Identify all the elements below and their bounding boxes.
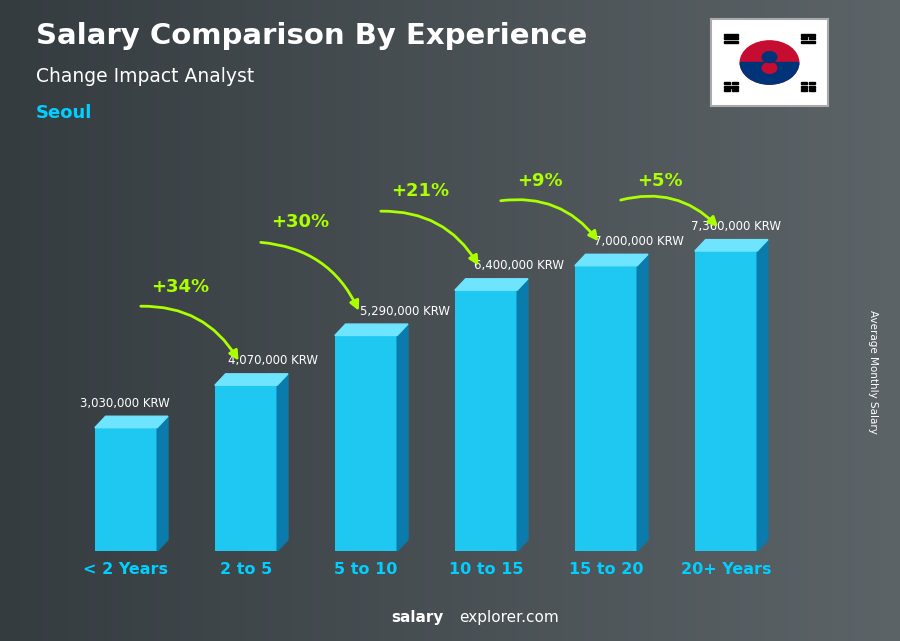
Polygon shape <box>158 416 168 551</box>
FancyBboxPatch shape <box>94 428 158 551</box>
Bar <box>809 37 815 39</box>
Text: 7,360,000 KRW: 7,360,000 KRW <box>690 220 780 233</box>
FancyArrowPatch shape <box>500 199 597 239</box>
Bar <box>801 34 815 36</box>
Bar <box>724 83 730 84</box>
Polygon shape <box>695 240 768 251</box>
Bar <box>809 83 815 84</box>
FancyBboxPatch shape <box>215 385 277 551</box>
Text: 4,070,000 KRW: 4,070,000 KRW <box>228 354 318 367</box>
Text: 3,030,000 KRW: 3,030,000 KRW <box>80 397 170 410</box>
Polygon shape <box>637 254 648 551</box>
Bar <box>801 41 815 42</box>
Wedge shape <box>740 62 799 84</box>
Bar <box>724 86 738 88</box>
Text: +34%: +34% <box>151 278 209 296</box>
Polygon shape <box>757 240 768 551</box>
Text: 6,400,000 KRW: 6,400,000 KRW <box>474 259 564 272</box>
Bar <box>724 37 738 39</box>
FancyBboxPatch shape <box>695 251 757 551</box>
Text: explorer.com: explorer.com <box>459 610 559 625</box>
Bar <box>809 89 815 91</box>
Polygon shape <box>397 324 408 551</box>
Text: Change Impact Analyst: Change Impact Analyst <box>36 67 254 87</box>
Polygon shape <box>277 374 288 551</box>
Text: +30%: +30% <box>271 213 329 231</box>
Polygon shape <box>454 279 528 290</box>
Circle shape <box>740 41 799 84</box>
FancyArrowPatch shape <box>261 242 357 308</box>
Polygon shape <box>94 416 168 428</box>
Text: 5,290,000 KRW: 5,290,000 KRW <box>360 304 450 317</box>
Text: Average Monthly Salary: Average Monthly Salary <box>868 310 878 434</box>
Bar <box>732 89 738 91</box>
Bar <box>801 89 807 91</box>
Polygon shape <box>335 324 408 335</box>
Bar <box>724 34 738 36</box>
FancyArrowPatch shape <box>381 211 477 263</box>
Circle shape <box>762 62 777 73</box>
FancyArrowPatch shape <box>621 196 716 224</box>
Bar <box>724 41 738 42</box>
Polygon shape <box>215 374 288 385</box>
Bar <box>801 86 807 88</box>
Text: Seoul: Seoul <box>36 104 93 122</box>
Bar <box>801 83 807 84</box>
Bar <box>801 37 807 39</box>
Text: Salary Comparison By Experience: Salary Comparison By Experience <box>36 22 587 51</box>
Text: 7,000,000 KRW: 7,000,000 KRW <box>594 235 684 248</box>
Text: +5%: +5% <box>637 172 683 190</box>
FancyArrowPatch shape <box>140 306 237 358</box>
Bar <box>732 83 738 84</box>
Bar <box>809 86 815 88</box>
Text: +21%: +21% <box>391 183 449 201</box>
Circle shape <box>762 52 777 62</box>
Polygon shape <box>518 279 528 551</box>
Polygon shape <box>575 254 648 266</box>
FancyBboxPatch shape <box>454 290 518 551</box>
Text: +9%: +9% <box>518 172 562 190</box>
FancyBboxPatch shape <box>575 266 637 551</box>
FancyBboxPatch shape <box>335 335 397 551</box>
Bar <box>724 89 730 91</box>
Text: salary: salary <box>392 610 444 625</box>
